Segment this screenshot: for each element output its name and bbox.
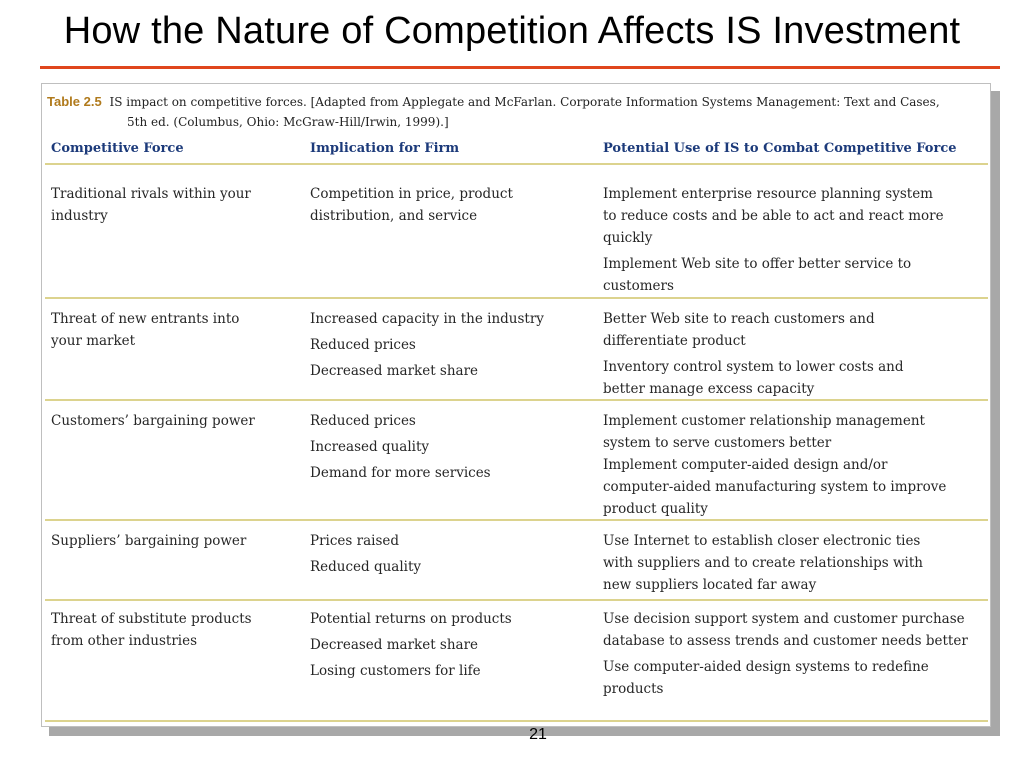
use-item: Implement Web site to offer better servi… — [603, 256, 912, 294]
header-implication-for-firm: Implication for Firm — [310, 141, 460, 156]
table-label: Table 2.5 — [47, 94, 102, 109]
use-item: Inventory control system to lower costs … — [603, 359, 904, 397]
use-item: Use computer-aided design systems to red… — [603, 659, 929, 697]
implication-item: Decreased market share — [310, 363, 479, 379]
implication-cell: Increased capacity in the industry Reduc… — [310, 308, 580, 382]
bottom-rule — [45, 720, 988, 722]
row-rule — [45, 599, 988, 601]
row-rule — [45, 297, 988, 299]
slide-title: How the Nature of Competition Affects IS… — [63, 10, 961, 52]
implication-item: Increased quality — [310, 439, 430, 455]
table-caption: Table 2.5 IS impact on competitive force… — [47, 92, 982, 132]
header-rule — [45, 163, 988, 165]
use-item: Better Web site to reach customers and d… — [603, 311, 875, 349]
implication-item: Decreased market share — [310, 637, 479, 653]
header-potential-use-of-is: Potential Use of IS to Combat Competitiv… — [603, 141, 957, 156]
caption-text-line1: IS impact on competitive forces. [Adapte… — [109, 95, 940, 109]
table-panel: Table 2.5 IS impact on competitive force… — [41, 83, 991, 727]
page-number: 21 — [529, 726, 547, 743]
force-cell: Traditional rivals within your industry — [51, 186, 251, 224]
force-cell: Customers’ bargaining power — [51, 413, 255, 429]
implication-cell: Prices raised Reduced quality — [310, 530, 580, 578]
implication-cell: Potential returns on products Decreased … — [310, 608, 580, 682]
implication-item: Prices raised — [310, 533, 400, 549]
use-cell: Use Internet to establish closer electro… — [603, 530, 953, 596]
force-cell: Threat of substitute products from other… — [51, 611, 252, 649]
implication-cell: Competition in price, product distributi… — [310, 183, 580, 227]
title-underline — [40, 66, 1000, 69]
use-cell: Use decision support system and customer… — [603, 608, 983, 700]
row-rule — [45, 519, 988, 521]
use-item: Implement computer-aided design and/or c… — [603, 457, 947, 517]
implication-item: Reduced quality — [310, 559, 422, 575]
implication-item: Demand for more services — [310, 465, 491, 481]
header-competitive-force: Competitive Force — [51, 141, 184, 156]
implication-item: Losing customers for life — [310, 663, 481, 679]
use-item: Use Internet to establish closer electro… — [603, 533, 923, 593]
implication-cell: Reduced prices Increased quality Demand … — [310, 410, 580, 484]
use-cell: Implement customer relationship manageme… — [603, 410, 953, 520]
implication-item: Competition in price, product distributi… — [310, 186, 513, 224]
use-item: Implement enterprise resource planning s… — [603, 186, 944, 246]
use-item: Implement customer relationship manageme… — [603, 413, 925, 451]
implication-item: Potential returns on products — [310, 611, 512, 627]
force-cell: Threat of new entrants into your market — [51, 311, 240, 349]
use-cell: Implement enterprise resource planning s… — [603, 183, 948, 297]
implication-item: Reduced prices — [310, 337, 416, 353]
use-cell: Better Web site to reach customers and d… — [603, 308, 933, 400]
implication-item: Increased capacity in the industry — [310, 311, 544, 327]
implication-item: Reduced prices — [310, 413, 416, 429]
force-cell: Suppliers’ bargaining power — [51, 533, 247, 549]
caption-text-line2: 5th ed. (Columbus, Ohio: McGraw-Hill/Irw… — [127, 115, 449, 129]
use-item: Use decision support system and customer… — [603, 611, 968, 649]
row-rule — [45, 399, 988, 401]
